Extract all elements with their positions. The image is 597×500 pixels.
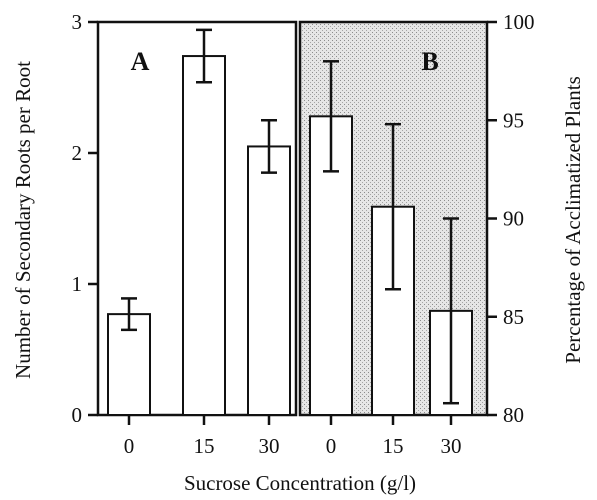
y-axis-label-right: Percentage of Acclimatized Plants — [561, 76, 585, 363]
panel-a-y-tick-label-3: 3 — [72, 10, 83, 34]
panel-b-label: B — [421, 47, 438, 76]
panel-b-y-tick-label-85: 85 — [503, 305, 524, 329]
x-axis-label: Sucrose Concentration (g/l) — [184, 471, 416, 495]
panel-b-error-bar-0 — [323, 60, 339, 173]
panel-a-bar-30 — [247, 145, 291, 416]
panel-a-y-tick-label-1: 1 — [72, 272, 83, 296]
panel-a-error-bar-15 — [196, 28, 212, 84]
panel-a-x-tick-label-15: 15 — [194, 434, 215, 458]
panel-b-x-tick-label-30: 30 — [441, 434, 462, 458]
panel-b-x-tick-label-15: 15 — [383, 434, 404, 458]
panel-b-error-bar-30 — [443, 217, 459, 405]
panel-b-y-tick-label-80: 80 — [503, 403, 524, 427]
panel-a-y-tick-label-2: 2 — [72, 141, 83, 165]
panel-a-x-tick-label-30: 30 — [259, 434, 280, 458]
panel-b: 0 15 30 80 85 90 95 100 B — [298, 10, 535, 458]
panel-b-y-tick-label-100: 100 — [503, 10, 535, 34]
panel-a-label: A — [131, 47, 150, 76]
panel-b-error-bar-15 — [385, 122, 401, 291]
panel-a-error-bar-30 — [261, 119, 277, 174]
panel-b-y-tick-label-95: 95 — [503, 108, 524, 132]
panel-a-y-tick-label-0: 0 — [72, 403, 83, 427]
panel-b-y-tick-label-90: 90 — [503, 207, 524, 231]
panel-a-x-tick-label-0: 0 — [124, 434, 135, 458]
panel-a-bar-15 — [182, 55, 226, 417]
panel-a: 0 15 30 0 1 2 3 A — [72, 10, 298, 458]
panel-a-error-bar-0 — [121, 297, 137, 332]
y-axis-label-left: Number of Secondary Roots per Root — [11, 61, 35, 379]
panel-b-bar-15 — [371, 205, 415, 416]
panel-b-x-tick-label-0: 0 — [326, 434, 337, 458]
